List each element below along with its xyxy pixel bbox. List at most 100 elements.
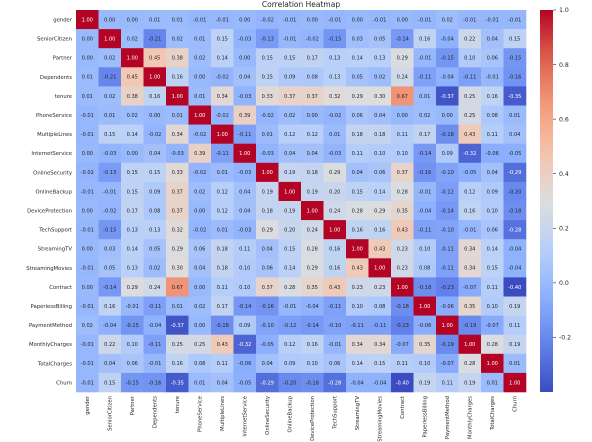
heatmap-cell [233, 143, 257, 164]
cell-value-label: 0.01 [82, 75, 93, 81]
heatmap-cell [166, 220, 189, 240]
heatmap-cell [368, 334, 392, 355]
heatmap-cell [188, 296, 212, 316]
cell-value-label: -0.16 [148, 380, 161, 386]
cell-value-label: 0.67 [172, 285, 183, 291]
cell-value-label: -0.11 [418, 227, 431, 233]
heatmap-cell [278, 239, 302, 259]
heatmap-cell [436, 258, 459, 278]
heatmap-cell [278, 258, 302, 278]
cell-value-label: 0.13 [329, 56, 340, 62]
cell-value-label: 0.10 [307, 361, 318, 367]
cell-value-label: -0.18 [441, 132, 454, 138]
cell-value-label: 0.15 [104, 132, 115, 138]
cell-value-label: -0.10 [441, 170, 454, 176]
heatmap-cell [98, 67, 122, 87]
row-label: SeniorCitizen [37, 37, 72, 43]
heatmap-cell [368, 143, 392, 164]
heatmap-cell [458, 162, 482, 183]
heatmap-cell [121, 258, 144, 278]
heatmap-cell [436, 372, 459, 393]
heatmap-cell [413, 296, 437, 316]
cell-value-label: 0.35 [464, 304, 475, 310]
heatmap-cell [301, 239, 324, 259]
heatmap-cell [166, 258, 189, 278]
cell-value-label: 0.35 [419, 342, 430, 348]
cell-value-label: 0.13 [374, 56, 385, 62]
heatmap-cell [188, 29, 212, 49]
heatmap-cell [436, 10, 459, 30]
cell-value-label: -0.01 [463, 227, 476, 233]
cell-value-label: 0.13 [149, 227, 160, 233]
heatmap-cell [166, 29, 189, 49]
heatmap-cell [233, 277, 257, 297]
heatmap-cell [346, 277, 369, 297]
cell-value-label: -0.06 [238, 361, 251, 367]
cell-value-label: -0.15 [508, 56, 521, 62]
cell-value-label: 0.04 [284, 151, 295, 157]
column-label: gender [85, 395, 91, 415]
heatmap-cell [481, 48, 504, 68]
cell-value-label: 0.12 [307, 132, 318, 138]
cell-value-label: 0.10 [127, 342, 138, 348]
heatmap-cell [143, 10, 167, 30]
heatmap-cell [346, 86, 369, 106]
heatmap-cell [368, 181, 392, 202]
heatmap-cell [166, 67, 189, 87]
cell-value-label: 1.00 [307, 208, 318, 214]
cell-value-label: 0.02 [194, 56, 205, 62]
heatmap-cell [323, 143, 347, 164]
cell-value-label: 0.10 [487, 304, 498, 310]
column-label: MonthlyCharges [468, 396, 474, 439]
cell-value-label: 0.01 [217, 227, 228, 233]
cell-value-label: 0.34 [217, 94, 228, 100]
cell-value-label: -0.35 [171, 380, 184, 386]
cell-value-label: -0.12 [283, 323, 296, 329]
cell-value-label: 0.04 [352, 170, 363, 176]
cell-value-label: -0.14 [418, 151, 431, 157]
heatmap-cell [76, 10, 99, 30]
cell-value-label: 0.67 [397, 94, 408, 100]
heatmap-cell [413, 143, 437, 164]
cell-value-label: -0.01 [81, 266, 94, 272]
cell-value-label: 0.02 [104, 94, 115, 100]
cell-value-label: 0.25 [172, 342, 183, 348]
cell-value-label: 0.29 [397, 56, 408, 62]
cell-value-label: 0.01 [509, 361, 520, 367]
cell-value-label: -0.03 [103, 151, 116, 157]
heatmap-cell [413, 162, 437, 183]
heatmap-cell [436, 201, 459, 221]
cell-value-label: 0.20 [284, 227, 295, 233]
cell-value-label: 0.00 [82, 56, 93, 62]
heatmap-cell [301, 258, 324, 278]
cell-value-label: 0.06 [487, 227, 498, 233]
heatmap-cell [368, 29, 392, 49]
heatmap-cell [301, 143, 324, 164]
heatmap-cell [481, 86, 504, 106]
cell-value-label: 0.08 [487, 113, 498, 119]
cell-value-label: -0.18 [216, 323, 229, 329]
heatmap-cell [76, 334, 99, 355]
cell-value-label: 0.08 [419, 266, 430, 272]
cell-value-label: 0.15 [374, 361, 385, 367]
row-label: OnlineBackup [35, 189, 72, 195]
cell-value-label: 0.45 [127, 75, 138, 81]
heatmap-cell [323, 67, 347, 87]
heatmap-cell [301, 334, 324, 355]
heatmap-cell [233, 10, 257, 30]
heatmap-cell [121, 10, 144, 30]
cell-value-label: 0.12 [217, 208, 228, 214]
cell-value-label: 0.34 [464, 247, 475, 253]
cell-value-label: 0.17 [307, 56, 318, 62]
heatmap-cell [413, 201, 437, 221]
cell-value-label: 0.37 [172, 189, 183, 195]
heatmap-cell [188, 181, 212, 202]
row-label: MultipleLines [37, 132, 72, 138]
heatmap-cell [256, 29, 279, 49]
heatmap-cell [166, 334, 189, 355]
heatmap-cell [121, 334, 144, 355]
column-label: PaperlessBilling [423, 396, 429, 438]
heatmap-cell [76, 29, 99, 49]
heatmap-cell [323, 372, 347, 393]
